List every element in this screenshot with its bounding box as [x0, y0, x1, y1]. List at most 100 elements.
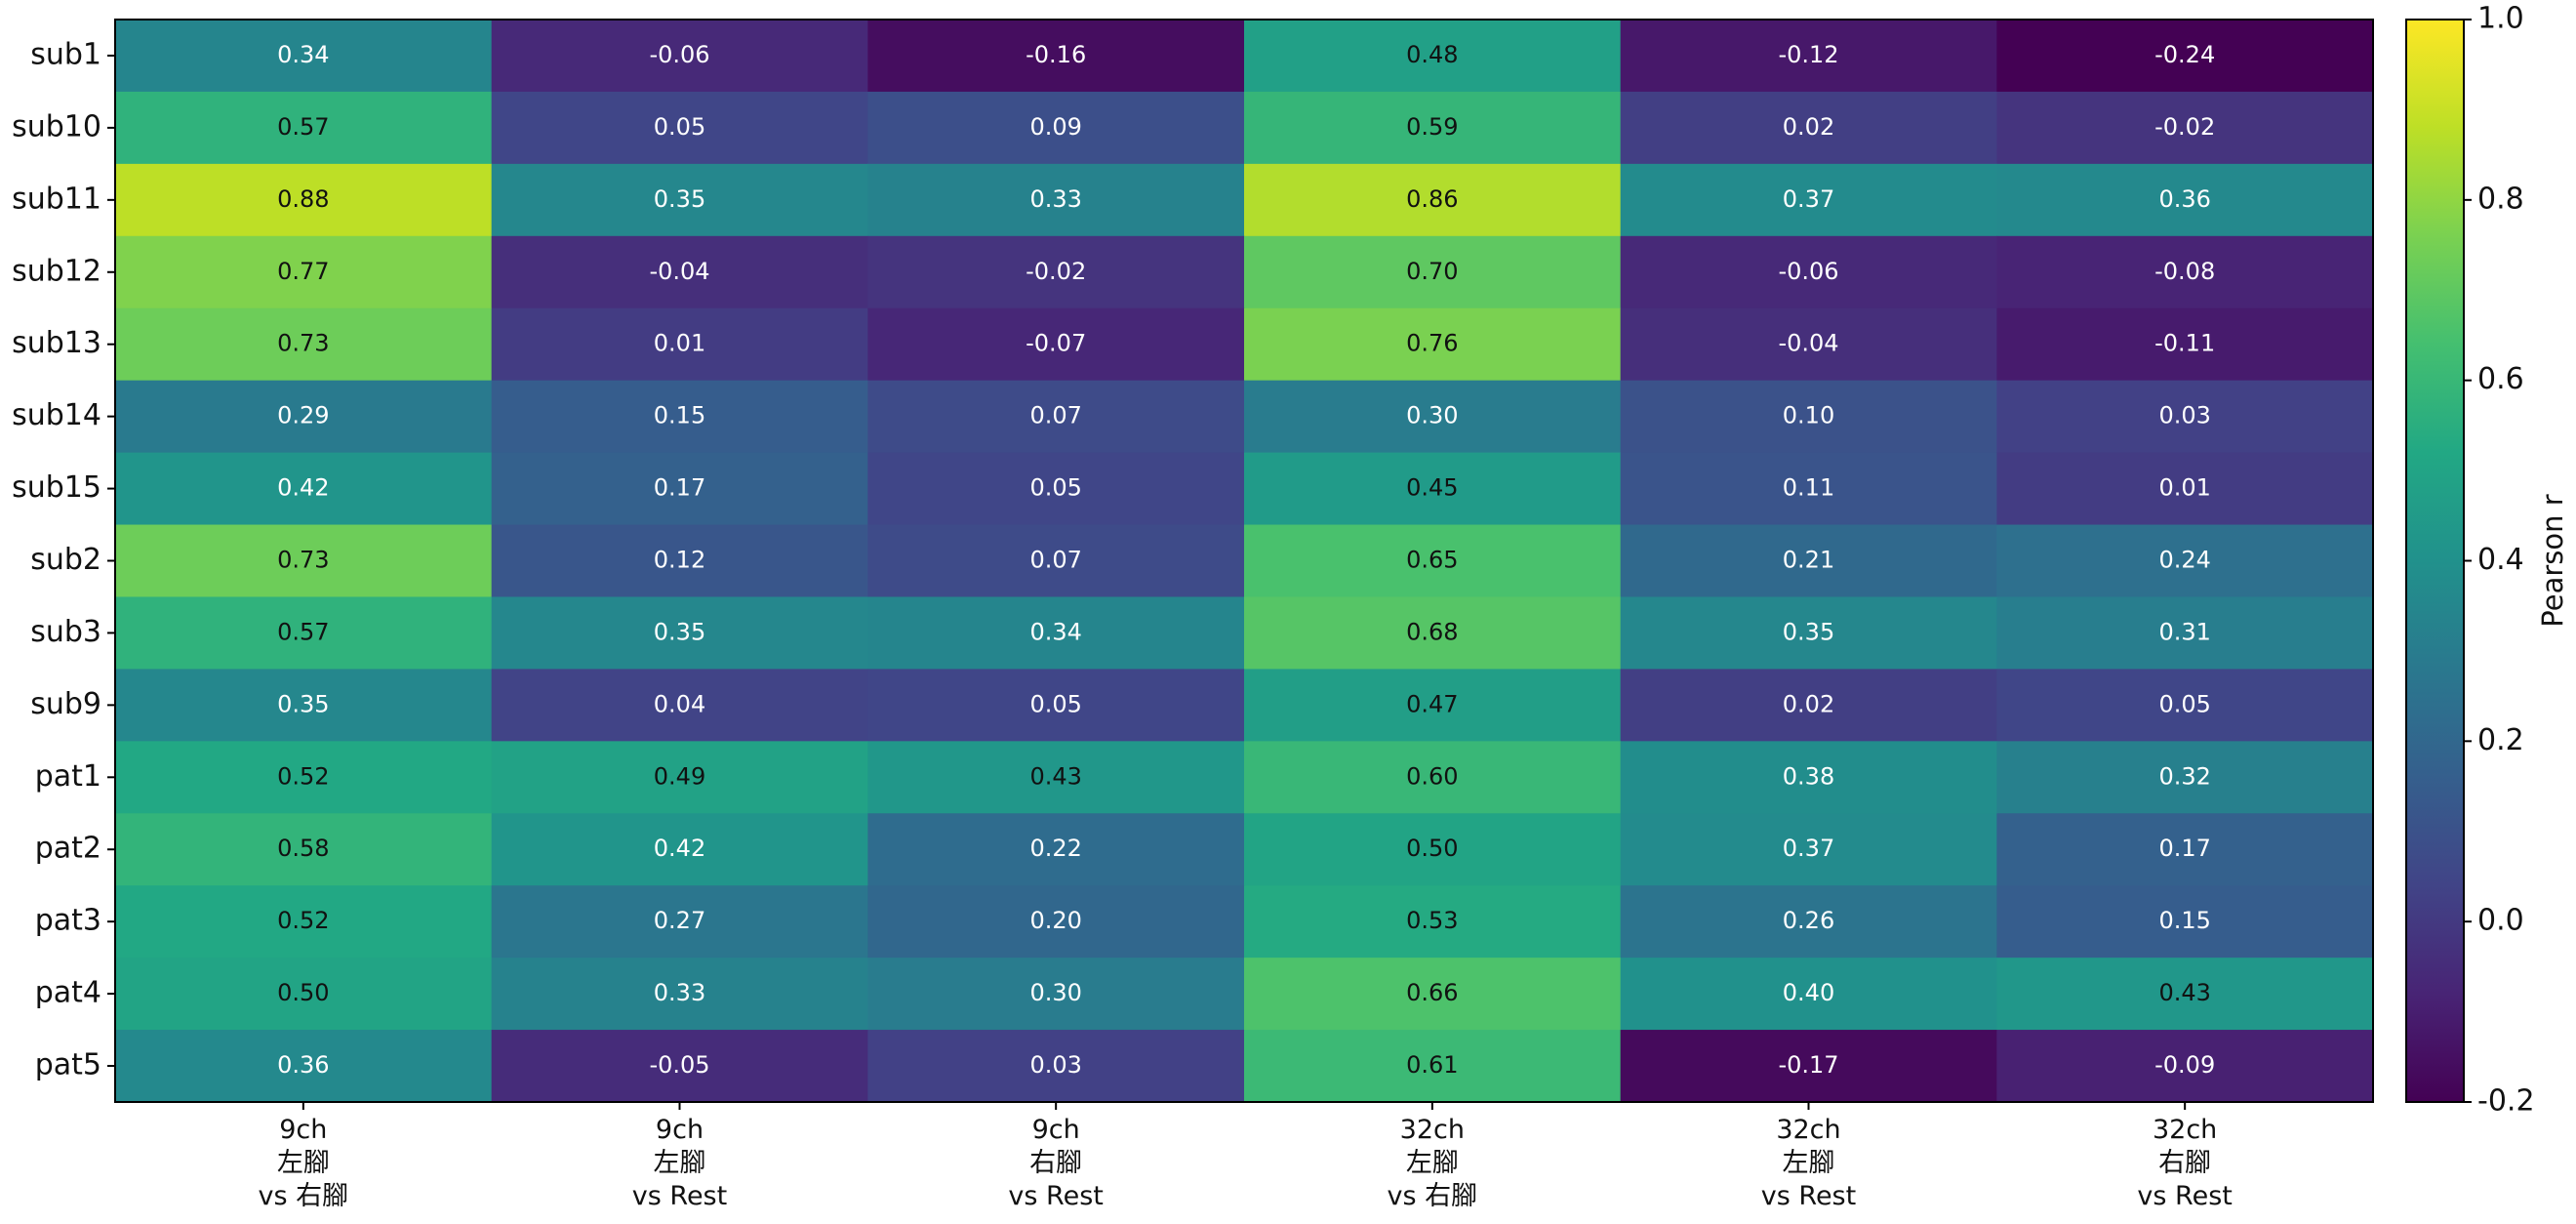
cell-label: 0.52 — [277, 907, 329, 934]
cell-label: -0.02 — [1026, 258, 1086, 285]
cell-label: 0.03 — [1029, 1051, 1081, 1079]
heatmap-cell — [1620, 307, 1997, 382]
cell-label: 0.57 — [277, 113, 329, 141]
heatmap-cell — [491, 669, 868, 742]
x-tick-label: 9ch 左腳 vs Rest — [631, 1115, 728, 1211]
y-tick-label: sub1 — [30, 37, 101, 71]
heatmap-cell — [491, 452, 868, 526]
cell-label: 0.31 — [2158, 618, 2210, 645]
heatmap-cell — [115, 813, 493, 886]
heatmap-cell — [867, 885, 1245, 959]
heatmap-cell — [1244, 380, 1622, 454]
y-tick-label: pat1 — [35, 759, 101, 794]
heatmap-cell — [1620, 1030, 1997, 1103]
cell-label: 0.11 — [1783, 474, 1834, 502]
cell-label: 0.05 — [1029, 474, 1081, 502]
cell-label: 0.40 — [1783, 979, 1834, 1006]
heatmap-cell — [1996, 1030, 2374, 1103]
heatmap-cell — [1996, 813, 2374, 886]
heatmap-cell — [115, 163, 493, 237]
colorbar-tick-label: 0.4 — [2477, 543, 2524, 577]
cell-label: -0.08 — [2154, 258, 2215, 285]
colorbar-tick-label: 0.6 — [2477, 362, 2524, 396]
cell-label: -0.07 — [1026, 330, 1086, 357]
heatmap-cell — [1244, 524, 1622, 597]
heatmap-cell — [1996, 741, 2374, 814]
heatmap-cell — [1996, 524, 2374, 597]
y-tick-label: pat3 — [35, 904, 101, 938]
heatmap-cell — [1620, 380, 1997, 454]
heatmap-cell — [1244, 307, 1622, 382]
heatmap-cell — [491, 1030, 868, 1103]
heatmap-cell — [867, 235, 1245, 309]
heatmap-cell — [1244, 163, 1622, 237]
cell-label: 0.45 — [1406, 474, 1458, 502]
cell-label: 0.07 — [1029, 402, 1081, 429]
heatmap-cell — [867, 452, 1245, 526]
heatmap-cell — [867, 669, 1245, 742]
colorbar-label: Pearson r — [2536, 494, 2569, 627]
heatmap-cell — [1996, 20, 2374, 93]
heatmap-cell — [867, 958, 1245, 1031]
heatmap-cell — [867, 813, 1245, 886]
heatmap-cell — [491, 596, 868, 670]
cell-label: 0.24 — [2158, 547, 2210, 574]
heatmap-cell — [1996, 596, 2374, 670]
heatmap-cell — [1244, 885, 1622, 959]
heatmap-cell — [491, 307, 868, 382]
heatmap-cell — [867, 20, 1245, 93]
heatmap-cell — [1244, 669, 1622, 742]
cell-label: 0.10 — [1783, 402, 1834, 429]
cell-label: 0.21 — [1783, 547, 1834, 574]
heatmap-cell — [115, 885, 493, 959]
cell-label: 0.15 — [654, 402, 705, 429]
cell-label: 0.86 — [1406, 185, 1458, 213]
y-tick-label: sub11 — [12, 182, 101, 216]
cell-label: 0.35 — [654, 618, 705, 645]
cell-label: 0.33 — [1029, 185, 1081, 213]
heatmap-cell — [115, 669, 493, 742]
cell-label: 0.43 — [2158, 979, 2210, 1006]
cell-label: -0.12 — [1778, 41, 1838, 68]
heatmap-cell — [1244, 596, 1622, 670]
heatmap-cell — [1996, 885, 2374, 959]
heatmap-cell — [115, 741, 493, 814]
heatmap-cell — [867, 741, 1245, 814]
cell-label: 0.27 — [654, 907, 705, 934]
heatmap-cell — [1996, 380, 2374, 454]
heatmap-cell — [1996, 235, 2374, 309]
cell-label: -0.24 — [2154, 41, 2215, 68]
cell-label: 0.35 — [1783, 618, 1834, 645]
cell-label: -0.06 — [649, 41, 709, 68]
cell-label: 0.52 — [277, 762, 329, 790]
cell-label: 0.50 — [277, 979, 329, 1006]
cell-label: 0.05 — [2158, 690, 2210, 717]
heatmap-cell — [491, 380, 868, 454]
cell-label: 0.04 — [654, 690, 705, 717]
heatmap-cell — [115, 235, 493, 309]
heatmap-cell — [1620, 669, 1997, 742]
cell-label: 0.30 — [1406, 402, 1458, 429]
y-tick-label: pat5 — [35, 1048, 101, 1082]
colorbar-tick-label: -0.2 — [2477, 1084, 2535, 1119]
heatmap-cell — [1244, 813, 1622, 886]
heatmap-cell — [867, 380, 1245, 454]
colorbar-tick-label: 0.2 — [2477, 723, 2524, 757]
heatmap-cell — [1620, 958, 1997, 1031]
heatmap-cell — [115, 91, 493, 165]
cell-label: -0.09 — [2154, 1051, 2215, 1079]
y-tick-label: pat4 — [35, 976, 101, 1010]
cell-label: 0.76 — [1406, 330, 1458, 357]
heatmap-cell — [867, 524, 1245, 597]
y-tick-label: sub2 — [30, 543, 101, 577]
heatmap-cell — [115, 958, 493, 1031]
heatmap-cell — [1620, 91, 1997, 165]
heatmap-cell — [115, 452, 493, 526]
heatmap-cell — [1996, 307, 2374, 382]
y-tick-label: pat2 — [35, 832, 101, 866]
heatmap-cell — [867, 307, 1245, 382]
x-tick-label: 32ch 左腳 vs Rest — [1760, 1115, 1857, 1211]
heatmap-cell — [1620, 163, 1997, 237]
